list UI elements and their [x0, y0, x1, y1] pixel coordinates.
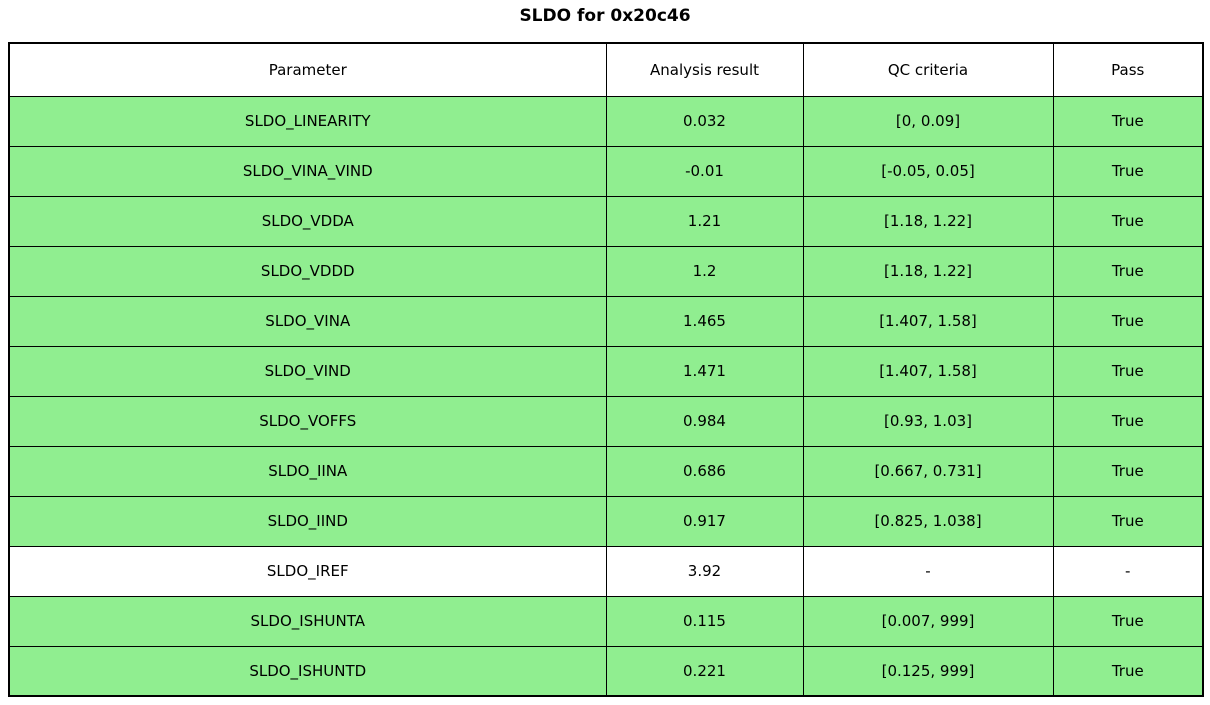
parameter-cell: SLDO_IREF	[8, 545, 607, 597]
criteria-cell: -	[802, 545, 1054, 597]
table-row: SLDO_IREF 3.92- -	[8, 545, 1204, 597]
parameter-cell: SLDO_VINA_VIND	[8, 145, 607, 197]
table-row: SLDO_LINEARITY 0.032 [0, 0.09] True	[8, 95, 1204, 147]
parameter-cell: SLDO_VOFFS	[8, 395, 607, 447]
pass-cell: True	[1052, 95, 1204, 147]
table-row: SLDO_VDDD 1.2 [1.18, 1.22] True	[8, 245, 1204, 297]
criteria-cell: [0.125, 999]	[802, 645, 1054, 697]
pass-cell: True	[1052, 395, 1204, 447]
pass-cell: -	[1052, 545, 1204, 597]
parameter-cell: SLDO_ISHUNTD	[8, 645, 607, 697]
table-row: SLDO_IIND 0.917 [0.825, 1.038] True	[8, 495, 1204, 547]
table-body: SLDO_LINEARITY 0.032 [0, 0.09] True SLDO_VIN…	[8, 95, 1204, 697]
parameter-cell: SLDO_VDDA	[8, 195, 607, 247]
result-cell: 1.465	[605, 295, 804, 347]
qc-table: Parameter Analysis result QC criteria Pa…	[8, 42, 1204, 697]
criteria-cell: [1.18, 1.22]	[802, 245, 1054, 297]
result-cell: 0.917	[605, 495, 804, 547]
pass-cell: True	[1052, 295, 1204, 347]
result-cell: 3.92	[605, 545, 804, 597]
pass-cell: True	[1052, 145, 1204, 197]
criteria-cell: [0, 0.09]	[802, 95, 1054, 147]
pass-cell: True	[1052, 245, 1204, 297]
parameter-cell: SLDO_ISHUNTA	[8, 595, 607, 647]
result-cell: 0.686	[605, 445, 804, 497]
result-cell: 1.2	[605, 245, 804, 297]
table-row: SLDO_ISHUNTD 0.221 [0.125, 999] True	[8, 645, 1204, 697]
parameter-cell: SLDO_VDDD	[8, 245, 607, 297]
criteria-cell: [0.007, 999]	[802, 595, 1054, 647]
table-row: SLDO_VIND 1.471 [1.407, 1.58] True	[8, 345, 1204, 397]
table-row: SLDO_ISHUNTA 0.115 [0.007, 999] True	[8, 595, 1204, 647]
result-cell: 1.471	[605, 345, 804, 397]
criteria-cell: [0.93, 1.03]	[802, 395, 1054, 447]
pass-cell: True	[1052, 195, 1204, 247]
table-row: SLDO_VINA 1.465 [1.407, 1.58] True	[8, 295, 1204, 347]
table-row: SLDO_VINA_VIND -0.01 [-0.05, 0.05] True	[8, 145, 1204, 197]
criteria-cell: [0.667, 0.731]	[802, 445, 1054, 497]
table-row: SLDO_IINA 0.686 [0.667, 0.731] True	[8, 445, 1204, 497]
col-header-pass: Pass	[1052, 42, 1204, 97]
pass-cell: True	[1052, 595, 1204, 647]
criteria-cell: [1.18, 1.22]	[802, 195, 1054, 247]
parameter-cell: SLDO_VIND	[8, 345, 607, 397]
parameter-cell: SLDO_IINA	[8, 445, 607, 497]
pass-cell: True	[1052, 445, 1204, 497]
table-row: SLDO_VDDA 1.21 [1.18, 1.22] True	[8, 195, 1204, 247]
parameter-cell: SLDO_IIND	[8, 495, 607, 547]
result-cell: 1.21	[605, 195, 804, 247]
result-cell: -0.01	[605, 145, 804, 197]
col-header-parameter: Parameter	[8, 42, 607, 97]
criteria-cell: [1.407, 1.58]	[802, 345, 1054, 397]
table-row: SLDO_VOFFS 0.984 [0.93, 1.03] True	[8, 395, 1204, 447]
result-cell: 0.984	[605, 395, 804, 447]
pass-cell: True	[1052, 495, 1204, 547]
pass-cell: True	[1052, 645, 1204, 697]
pass-cell: True	[1052, 345, 1204, 397]
criteria-cell: [1.407, 1.58]	[802, 295, 1054, 347]
header-row: Parameter Analysis result QC criteria Pa…	[8, 42, 1204, 97]
criteria-cell: [-0.05, 0.05]	[802, 145, 1054, 197]
figure-title: SLDO for 0x20c46	[519, 6, 691, 26]
parameter-cell: SLDO_LINEARITY	[8, 95, 607, 147]
result-cell: 0.221	[605, 645, 804, 697]
parameter-cell: SLDO_VINA	[8, 295, 607, 347]
col-header-analysis-result: Analysis result	[605, 42, 804, 97]
result-cell: 0.115	[605, 595, 804, 647]
result-cell: 0.032	[605, 95, 804, 147]
col-header-qc-criteria: QC criteria	[802, 42, 1054, 97]
criteria-cell: [0.825, 1.038]	[802, 495, 1054, 547]
